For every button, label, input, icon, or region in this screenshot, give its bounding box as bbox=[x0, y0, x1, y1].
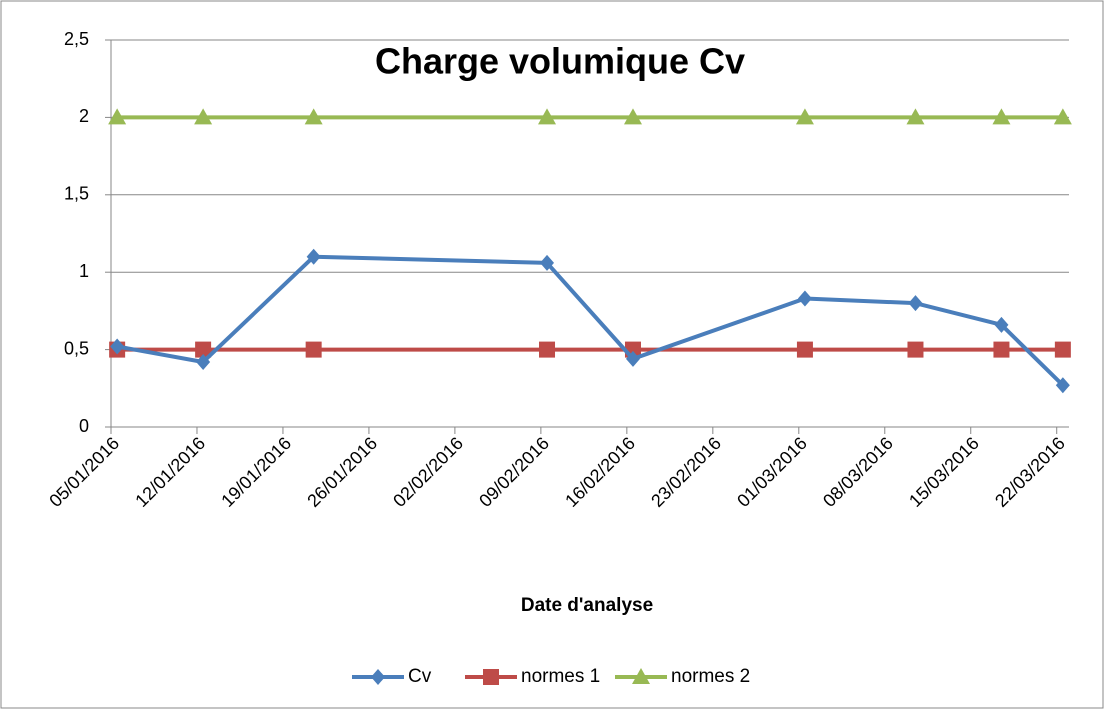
marker bbox=[797, 290, 812, 307]
chart-title: Charge volumique Cv bbox=[375, 41, 745, 82]
y-tick-label: 2,5 bbox=[64, 29, 89, 49]
marker bbox=[195, 341, 212, 358]
marker bbox=[539, 341, 556, 358]
legend-item: normes 2 bbox=[615, 666, 750, 687]
marker bbox=[110, 338, 125, 355]
legend-label: normes 1 bbox=[521, 666, 600, 687]
marker bbox=[483, 669, 499, 685]
marker bbox=[194, 108, 213, 125]
marker bbox=[796, 341, 813, 358]
marker bbox=[908, 295, 923, 312]
legend-label: Cv bbox=[408, 666, 432, 687]
legend-item: Cv bbox=[352, 666, 432, 687]
marker bbox=[1054, 341, 1071, 358]
marker bbox=[907, 341, 924, 358]
marker bbox=[623, 108, 642, 125]
marker bbox=[304, 108, 323, 125]
marker bbox=[538, 108, 557, 125]
marker bbox=[625, 350, 640, 367]
legend-item: normes 1 bbox=[465, 666, 600, 687]
marker bbox=[305, 341, 322, 358]
marker bbox=[196, 353, 211, 370]
marker bbox=[306, 248, 321, 265]
marker bbox=[993, 341, 1010, 358]
marker bbox=[795, 108, 814, 125]
marker bbox=[994, 316, 1009, 333]
x-axis-title: Date d'analyse bbox=[521, 595, 653, 616]
y-tick-label: 1,5 bbox=[64, 184, 89, 204]
marker bbox=[906, 108, 925, 125]
y-tick-label: 1 bbox=[79, 261, 89, 281]
marker bbox=[992, 108, 1011, 125]
marker bbox=[1055, 377, 1070, 394]
y-tick-label: 0,5 bbox=[64, 338, 89, 358]
y-tick-label: 2 bbox=[79, 106, 89, 126]
marker bbox=[108, 108, 127, 125]
y-tick-label: 0 bbox=[79, 416, 89, 436]
marker bbox=[1053, 108, 1072, 125]
marker bbox=[540, 254, 555, 271]
marker bbox=[632, 668, 650, 684]
legend-label: normes 2 bbox=[671, 666, 750, 687]
marker bbox=[371, 669, 385, 685]
